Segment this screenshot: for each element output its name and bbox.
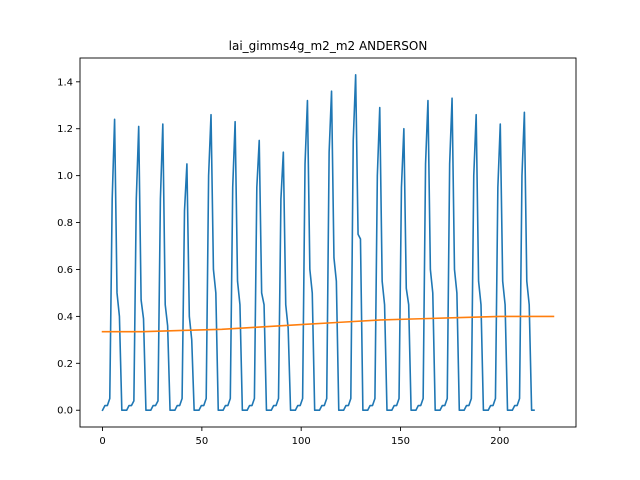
x-tick-label: 150 — [391, 436, 410, 447]
chart-title: lai_gimms4g_m2_m2 ANDERSON — [229, 39, 428, 53]
series-line-1 — [101, 73, 535, 412]
y-tick-label: 0.0 — [57, 406, 73, 417]
y-tick-label: 1.2 — [57, 124, 73, 135]
x-tick-label: 100 — [292, 436, 311, 447]
y-tick-label: 0.8 — [57, 218, 73, 229]
x-tick-label: 200 — [490, 436, 509, 447]
axes-frame — [79, 57, 577, 428]
y-tick-label: 0.4 — [57, 312, 73, 323]
axes: 0 50 100 150 200 0.0 0.2 0.4 0.6 0.8 1.0 1.2 1.4 — [57, 57, 577, 447]
y-tick-label: 0.6 — [57, 265, 73, 276]
plot-area — [101, 73, 555, 412]
y-tick-label: 1.4 — [57, 77, 73, 88]
y-tick-label: 1.0 — [57, 171, 73, 182]
x-tick-label: 0 — [99, 436, 105, 447]
y-tick-label: 0.2 — [57, 359, 73, 370]
series-line-2 — [101, 315, 555, 333]
x-tick-label: 50 — [195, 436, 208, 447]
